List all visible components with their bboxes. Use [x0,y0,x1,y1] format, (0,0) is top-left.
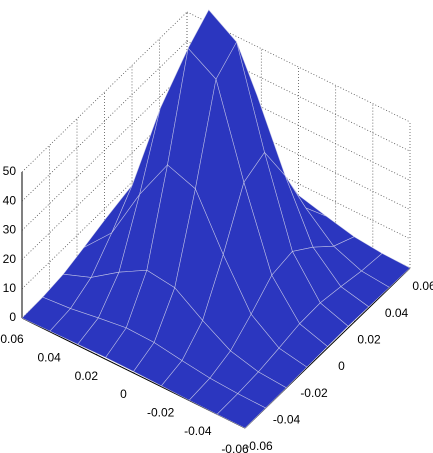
grid-line [186,99,411,210]
y-tick-label: -0.02 [300,386,328,400]
y-tick-label: -0.06 [245,439,273,453]
x-tick-label: 0.02 [75,369,99,383]
grid-line [186,11,411,123]
z-tick-label: 40 [3,193,17,207]
z-tick-label: 50 [3,164,17,178]
grid-line [21,11,188,173]
y-tick-label: 0 [338,359,345,373]
surface-patch [216,393,267,429]
grid-line [21,128,188,290]
z-tick-label: 20 [3,252,17,266]
x-tick-label: 0.04 [37,351,61,365]
grid-line [21,99,188,260]
x-tick-label: -0.04 [184,424,212,438]
x-tick-label: -0.06 [221,442,249,453]
grid-line [21,40,188,202]
grid-line [186,40,411,152]
z-tick-label: 10 [3,281,17,295]
z-tick-label: 30 [3,223,17,237]
x-tick-label: 0 [120,387,127,401]
x-tick-label: -0.02 [147,406,175,420]
x-tick-label: 0.06 [0,332,24,346]
grid-line [186,128,411,240]
y-tick-label: -0.04 [273,413,301,427]
y-tick-label: 0.04 [385,306,409,320]
y-tick-label: 0.06 [412,279,433,293]
y-tick-label: 0.02 [357,333,381,347]
z-tick-label: 0 [9,310,16,324]
